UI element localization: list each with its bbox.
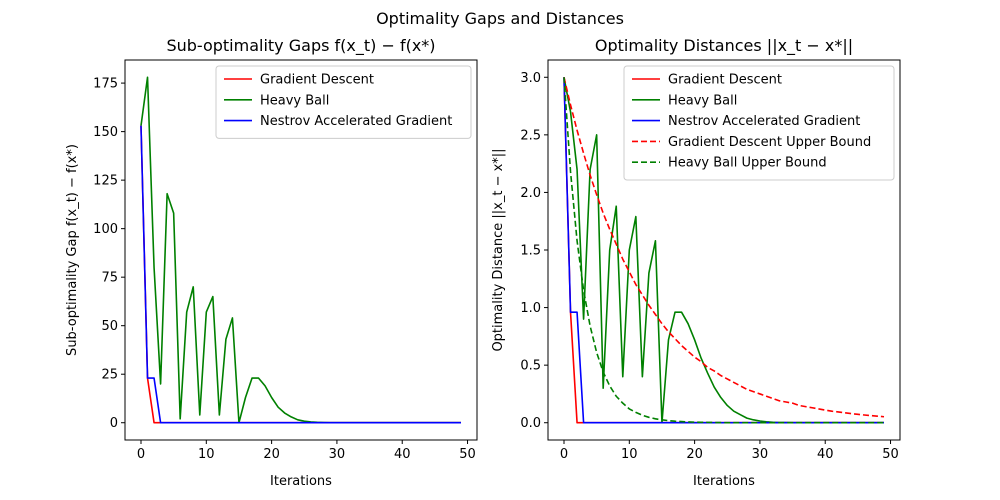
series-line-nestrov-accelerated-gradient: [563, 77, 884, 424]
legend-box-suboptimality-gaps: [215, 65, 472, 139]
x-tick-label: 40: [817, 447, 834, 462]
x-tick-label: 20: [263, 447, 280, 462]
legend-label-heavy-ball: Heavy Ball: [668, 93, 737, 108]
x-tick-label: 30: [752, 447, 769, 462]
legend-label-heavy-ball-upper-bound: Heavy Ball Upper Bound: [668, 156, 827, 171]
subplot-title-optimality-distances: Optimality Distances ||x_t − x*||: [595, 36, 853, 56]
x-tick-label: 50: [459, 447, 476, 462]
legend-label-heavy-ball: Heavy Ball: [260, 93, 329, 108]
axes-frame-suboptimality-gaps: [124, 59, 478, 441]
x-tick-label: 50: [882, 447, 899, 462]
x-tick-label: 0: [560, 447, 568, 462]
x-tick-label: 20: [686, 447, 703, 462]
subplot-suboptimality-gaps: Sub-optimality Gaps f(x_t) − f(x*) 0 10 20…: [65, 36, 478, 489]
y-tick-label: 0: [110, 416, 118, 431]
subplot-title-suboptimality-gaps: Sub-optimality Gaps f(x_t) − f(x*): [166, 36, 435, 56]
x-tick-label: 40: [394, 447, 411, 462]
y-tick-label: 1.5: [520, 244, 541, 259]
y-axis-label-optimality-distances: Optimality Distance ||x_t − x*||: [491, 148, 506, 351]
y-tick-label: 75: [101, 271, 118, 286]
subplot-optimality-distances: Optimality Distances ||x_t − x*|| 0 10 20 3…: [491, 36, 901, 489]
x-tick-label: 10: [621, 447, 638, 462]
legend-label-gradient-descent: Gradient Descent: [260, 73, 374, 88]
x-tick-label: 0: [137, 447, 145, 462]
y-tick-label: 125: [93, 174, 118, 189]
legend-box-optimality-distances: [623, 65, 895, 181]
y-tick-label: 50: [101, 319, 118, 334]
legend-label-gradient-descent-upper-bound: Gradient Descent Upper Bound: [668, 135, 871, 150]
series-line-nestrov-accelerated-gradient: [140, 125, 461, 424]
y-tick-label: 3.0: [520, 71, 541, 86]
x-axis-label-suboptimality-gaps: Iterations: [270, 474, 332, 489]
y-tick-label: 1.0: [520, 301, 541, 316]
series-line-heavy-ball-upper-bound: [563, 77, 884, 424]
x-axis-label-optimality-distances: Iterations: [693, 474, 755, 489]
legend-label-nestrov-accelerated-gradient: Nestrov Accelerated Gradient: [260, 114, 452, 129]
x-tick-label: 30: [329, 447, 346, 462]
y-tick-label: 175: [93, 77, 118, 92]
figure-suptitle: Optimality Gaps and Distances: [376, 9, 624, 28]
y-tick-label: 2.5: [520, 128, 541, 143]
y-tick-label: 0.0: [520, 416, 541, 431]
y-tick-label: 100: [93, 222, 118, 237]
y-axis-label-suboptimality-gaps: Sub-optimality Gap f(x_t) − f(x*): [65, 144, 80, 356]
legend-label-gradient-descent: Gradient Descent: [668, 73, 782, 88]
y-tick-label: 25: [101, 368, 118, 383]
y-tick-label: 2.0: [520, 186, 541, 201]
y-tick-label: 0.5: [520, 359, 541, 374]
x-tick-label: 10: [198, 447, 215, 462]
series-line-gradient-descent-upper-bound: [563, 77, 885, 418]
y-tick-label: 150: [93, 125, 118, 140]
legend-label-nestrov-accelerated-gradient: Nestrov Accelerated Gradient: [668, 114, 860, 129]
